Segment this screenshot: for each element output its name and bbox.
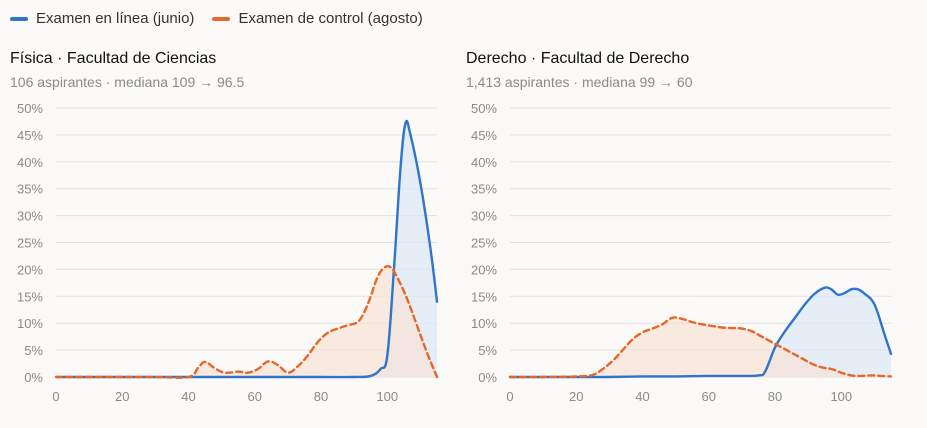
y-tick-label: 40% <box>17 155 43 170</box>
chart-fisica: 0% 5% 10% 15% 20% 25% 30% 35% 40% 45% 50% 0 20 40 60 80… <box>17 101 439 404</box>
y-tick-label: 30% <box>471 209 497 224</box>
panel-subtitle-fisica: 106 aspirantes · mediana 109 → 96.5 <box>10 74 245 90</box>
x-tick-label: 80 <box>314 389 328 404</box>
legend-item-control: Examen de control (agosto) <box>212 10 423 27</box>
legend: Examen en línea (junio) Examen de contro… <box>10 10 423 27</box>
y-tick-label: 25% <box>17 236 43 251</box>
x-tick-label: 0 <box>506 389 513 404</box>
x-tick-label: 60 <box>702 389 716 404</box>
series-line-control <box>508 316 893 379</box>
y-tick-label: 35% <box>17 182 43 197</box>
legend-swatch-control <box>212 16 231 21</box>
panel-title-derecho: Derecho · Facultad de Derecho <box>466 50 690 67</box>
y-tick-label: 40% <box>471 155 497 170</box>
area-control <box>510 317 891 378</box>
legend-label-control: Examen de control (agosto) <box>238 10 423 27</box>
legend-swatch-online <box>10 16 28 21</box>
y-tick-label: 5% <box>24 343 43 358</box>
y-tick-label: 45% <box>471 128 497 143</box>
x-tick-label: 40 <box>635 389 649 404</box>
y-tick-label: 35% <box>471 182 497 197</box>
series-line-online <box>508 286 893 379</box>
x-tick-label: 20 <box>569 389 583 404</box>
y-tick-label: 0% <box>478 370 497 385</box>
x-tick-label: 20 <box>115 389 129 404</box>
x-tick-label: 40 <box>181 389 195 404</box>
chart-derecho: 0% 5% 10% 15% 20% 25% 30% 35% 40% 45% 50% 0 20 40 60 80… <box>471 101 893 404</box>
y-tick-label: 10% <box>17 316 43 331</box>
area-control <box>56 266 437 378</box>
legend-item-online: Examen en línea (junio) <box>10 10 194 27</box>
y-tick-label: 50% <box>471 101 497 116</box>
y-tick-label: 10% <box>471 316 497 331</box>
y-tick-label: 0% <box>24 370 43 385</box>
y-tick-label: 25% <box>471 236 497 251</box>
panel-subtitle-derecho: 1,413 aspirantes · mediana 99 → 60 <box>466 74 693 90</box>
y-tick-label: 45% <box>17 128 43 143</box>
panel-title-fisica: Física · Facultad de Ciencias <box>10 50 217 67</box>
y-tick-label: 15% <box>17 289 43 304</box>
y-tick-label: 5% <box>478 343 497 358</box>
legend-label-online: Examen en línea (junio) <box>36 10 195 27</box>
series-line-control <box>54 264 439 379</box>
x-tick-label: 80 <box>768 389 782 404</box>
y-tick-label: 20% <box>471 262 497 277</box>
x-tick-label: 100 <box>830 389 852 404</box>
x-tick-label: 100 <box>376 389 398 404</box>
y-tick-label: 15% <box>471 289 497 304</box>
y-tick-label: 30% <box>17 209 43 224</box>
y-tick-label: 50% <box>17 101 43 116</box>
y-tick-label: 20% <box>17 262 43 277</box>
x-tick-label: 0 <box>52 389 59 404</box>
x-tick-label: 60 <box>248 389 262 404</box>
